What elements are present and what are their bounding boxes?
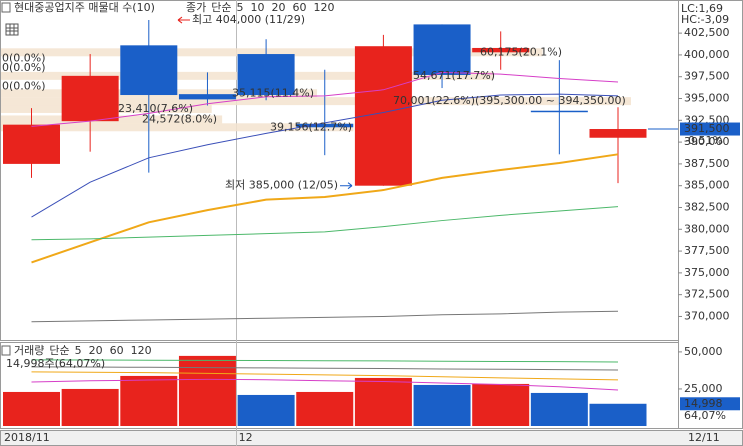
lc: LC:1,69 xyxy=(681,2,723,15)
legend-method: 단순 xyxy=(49,344,69,357)
profile-label: 0(0.0%) xyxy=(2,79,46,92)
legend-entry: 20 xyxy=(89,344,103,357)
high-arrow xyxy=(177,16,190,24)
legend-entry: 60 xyxy=(293,1,307,14)
volume-ma-line xyxy=(31,359,619,363)
volume-ma-line xyxy=(31,371,619,381)
y-tick-label: 25,000 xyxy=(684,382,723,395)
candle-body xyxy=(589,129,647,138)
candle-body xyxy=(61,75,119,122)
profile-bar xyxy=(1,123,354,132)
candle-body xyxy=(296,123,354,128)
y-tick-label: 402,500 xyxy=(684,26,730,39)
change: -0,51% xyxy=(684,134,723,147)
ma-line xyxy=(31,153,619,264)
icon xyxy=(1,2,11,13)
volume-bar xyxy=(120,375,178,426)
profile-label: 0(0.0%) xyxy=(2,61,46,74)
candle-body xyxy=(237,54,295,96)
ma-line xyxy=(31,71,619,127)
y-tick-label: 370,000 xyxy=(684,309,730,322)
y-tick-label: 375,000 xyxy=(684,266,730,279)
volume-bar xyxy=(530,392,588,426)
legend-entry: 120 xyxy=(314,1,335,14)
low-marker: 최저 385,000 (12/05) xyxy=(225,179,338,192)
volume-ma-line xyxy=(31,378,619,391)
profile-label: 70,001(22.6%)(395,300.00 ~ 394,350.00) xyxy=(393,94,626,107)
candle-body xyxy=(3,124,60,164)
legend-entry: 60 xyxy=(110,344,124,357)
volume-info: 14,998주(64,07%) xyxy=(6,357,105,370)
profile-label: 0(0.0%) xyxy=(2,51,46,64)
legend-entry: 5 xyxy=(237,1,244,14)
legend-label: 거래량 xyxy=(14,344,44,357)
volume-bar xyxy=(296,391,354,426)
icon xyxy=(1,345,11,356)
profile-label: 60,175(20.1%) xyxy=(480,45,562,58)
profile-bar xyxy=(1,97,631,106)
last-price: 391,500 xyxy=(684,122,730,135)
volume-bar xyxy=(61,388,119,426)
y-tick-label: 390,000 xyxy=(684,135,730,148)
ma-line xyxy=(31,310,619,323)
volume-bar xyxy=(354,377,412,426)
candle-body xyxy=(472,47,530,53)
legend-method: 단순 xyxy=(211,1,231,14)
title: 현대중공업지주 매물대 수(10) xyxy=(14,1,155,14)
volume-bar xyxy=(237,394,295,426)
legend-entry: 20 xyxy=(272,1,286,14)
hc: HC:-3,09 xyxy=(681,13,729,26)
grid-icon[interactable] xyxy=(5,23,19,36)
date-bar xyxy=(0,430,743,446)
legend-entry: 10 xyxy=(251,1,265,14)
y-tick-label: 380,000 xyxy=(684,222,730,235)
y-tick-label: 395,000 xyxy=(684,92,730,105)
date-label: 12 xyxy=(239,431,253,444)
y-tick-label: 372,500 xyxy=(684,288,730,301)
y-tick-label: 50,000 xyxy=(684,345,723,358)
volume-bar xyxy=(413,384,471,426)
volume-ratio: 64,07% xyxy=(684,409,726,422)
candle-body xyxy=(413,24,471,75)
grid-icon-lines xyxy=(6,24,18,35)
last-volume: 14,998 xyxy=(684,397,723,410)
y-tick-label: 397,500 xyxy=(684,70,730,83)
y-tick-label: 385,000 xyxy=(684,179,730,192)
y-tick-label: 400,000 xyxy=(684,48,730,61)
volume-bar xyxy=(178,355,236,426)
ma-line xyxy=(31,93,619,218)
last-date: 12/11 xyxy=(688,431,720,444)
candle-body xyxy=(178,94,236,100)
legend-label: 종가 xyxy=(186,1,206,14)
profile-label: 24,572(8.0%) xyxy=(142,112,217,125)
profile-label: 54,671(17.7%) xyxy=(413,69,495,82)
candle-body xyxy=(120,45,178,96)
last-price-box xyxy=(680,122,740,136)
profile-label: 39,156(12.7%) xyxy=(270,120,352,133)
volume-ma-line xyxy=(31,366,619,371)
volume-bar xyxy=(589,403,647,426)
profile-bar xyxy=(1,48,543,57)
profile-label: 23,410(7.6%) xyxy=(118,102,193,115)
date-label: 2018/11 xyxy=(4,431,50,444)
candle-body xyxy=(530,110,588,113)
legend-entry: 5 xyxy=(75,344,82,357)
y-tick-label: 387,500 xyxy=(684,157,730,170)
volume-bar xyxy=(3,391,60,426)
y-tick-label: 382,500 xyxy=(684,200,730,213)
volume-bar xyxy=(472,383,530,426)
profile-label: 35,115(11.4%) xyxy=(232,86,314,99)
low-arrow xyxy=(340,182,353,190)
legend-entry: 120 xyxy=(131,344,152,357)
ma-line xyxy=(31,206,619,241)
high-marker: 최고 404,000 (11/29) xyxy=(192,13,305,26)
y-tick-label: 377,500 xyxy=(684,244,730,257)
last-volume-box xyxy=(680,397,740,411)
